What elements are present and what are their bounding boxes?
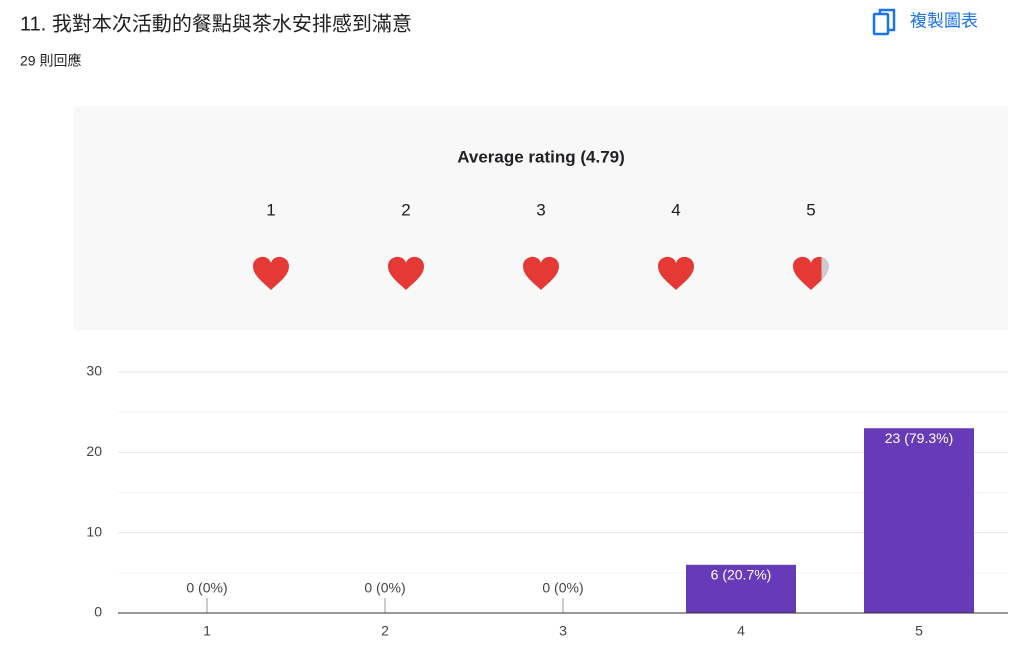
value-label: 0 (0%): [542, 580, 583, 596]
heart-fill: [793, 256, 822, 290]
y-tick-label: 0: [94, 604, 102, 620]
bar: [686, 564, 796, 613]
copy-icon: [872, 12, 890, 36]
heart-fill: [523, 256, 559, 290]
y-tick-label: 30: [86, 363, 102, 379]
y-tick-label: 20: [86, 443, 102, 459]
heart-fill: [388, 256, 424, 290]
x-tick-label: 3: [559, 623, 567, 639]
value-label: 0 (0%): [364, 580, 405, 596]
value-label: 23 (79.3%): [885, 430, 953, 446]
rating-level: 4: [671, 200, 680, 219]
heart: [793, 256, 829, 290]
x-tick-label: 5: [915, 623, 923, 639]
heart: [523, 256, 559, 290]
rating-level: 5: [806, 200, 815, 219]
question-title: 11. 我對本次活動的餐點與茶水安排感到滿意: [20, 12, 412, 35]
response-count: 29 則回應: [20, 53, 81, 69]
heart: [388, 256, 424, 290]
heart-fill: [658, 256, 694, 290]
heart: [658, 256, 694, 290]
copy-label[interactable]: 複製圖表: [910, 11, 978, 30]
y-tick-label: 10: [86, 523, 102, 539]
rating-title: Average rating (4.79): [457, 147, 625, 166]
value-label: 0 (0%): [186, 580, 227, 596]
heart: [253, 256, 289, 290]
copy-icon: [878, 8, 896, 32]
rating-level: 2: [401, 200, 410, 219]
x-tick-label: 4: [737, 623, 745, 639]
heart-fill: [253, 256, 289, 290]
rating-panel: [74, 106, 1008, 330]
rating-level: 1: [266, 200, 275, 219]
copy-chart-button[interactable]: 複製圖表: [872, 8, 978, 36]
rating-level: 3: [536, 200, 545, 219]
x-tick-label: 1: [203, 623, 211, 639]
x-tick-label: 2: [381, 623, 389, 639]
bar: [864, 428, 974, 613]
value-label: 6 (20.7%): [711, 567, 772, 583]
